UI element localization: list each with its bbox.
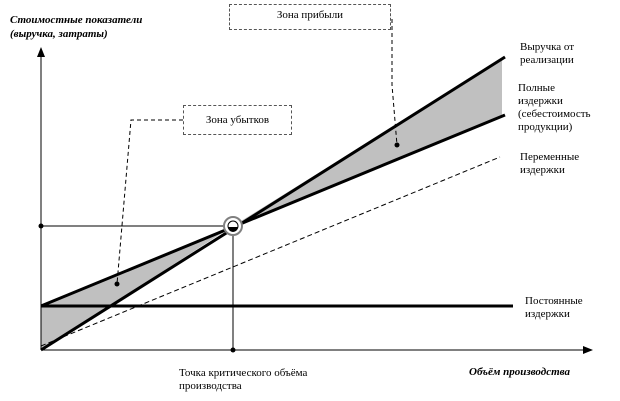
variable-costs-label-line1: Переменные <box>520 151 580 163</box>
loss-zone-box: Зона убытков <box>183 105 292 135</box>
loss-zone-dot <box>114 281 120 287</box>
breakeven-label-line2: производства <box>179 380 242 392</box>
total-costs-label-line3: (себестоимость <box>518 108 591 120</box>
revenue-label-line1: Выручка от <box>520 41 575 53</box>
y-axis-breakeven-dot <box>38 223 44 229</box>
total-costs-label-line4: продукции) <box>518 121 573 133</box>
profit-zone-label: Зона прибыли <box>276 9 344 21</box>
breakeven-point-core-half <box>228 227 238 232</box>
profit-zone-box: Зона прибыли <box>229 4 391 30</box>
loss-zone-leader <box>116 119 183 285</box>
fixed-costs-label-line2: издержки <box>525 308 570 320</box>
profit-zone-dot <box>394 142 400 148</box>
total-costs-line <box>40 113 506 308</box>
y-axis-label-line2: (выручка, затраты) <box>10 28 108 40</box>
x-axis-breakeven-dot <box>230 347 236 353</box>
variable-costs-label-line2: издержки <box>520 164 565 176</box>
total-costs-label-line1: Полные <box>518 82 555 94</box>
total-costs-label-line2: издержки <box>518 95 563 107</box>
x-axis-label: Объём производства <box>469 366 571 378</box>
profit-zone-leader <box>391 19 398 146</box>
loss-zone-label: Зона убытков <box>205 114 270 126</box>
y-axis-label-line1: Стоимостные показатели <box>10 14 143 26</box>
revenue-label-line2: реализации <box>520 54 574 66</box>
fixed-costs-label-line1: Постоянные <box>525 295 583 307</box>
variable-costs-line <box>40 156 501 347</box>
revenue-line <box>40 55 506 352</box>
breakeven-label-line1: Точка критического объёма <box>179 367 308 379</box>
